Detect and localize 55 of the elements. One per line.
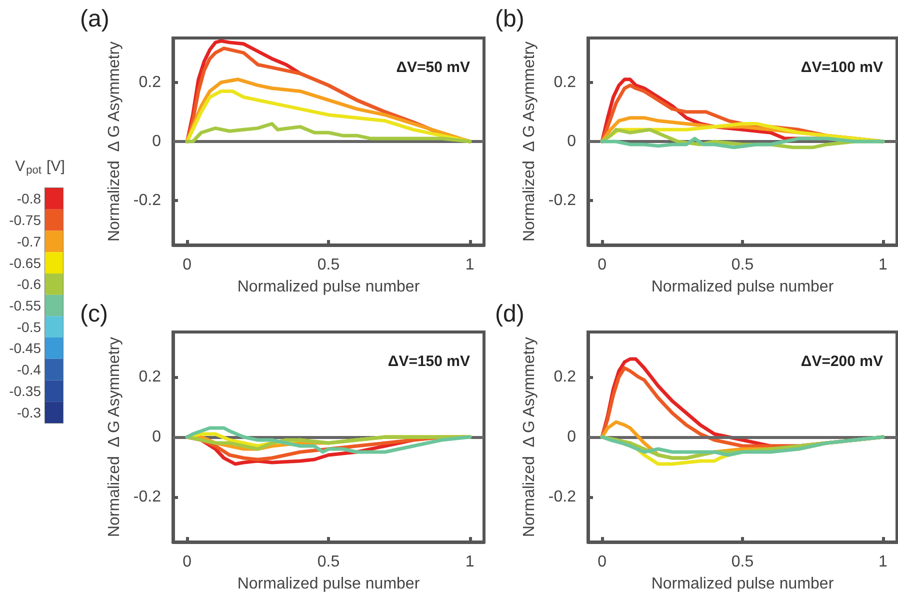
y-tick-label: -0.2: [548, 192, 576, 210]
x-tick-label: 0: [598, 554, 607, 570]
chart-title: (d): [495, 300, 524, 328]
x-tick-label: 0.5: [317, 256, 340, 274]
y-tick-label: 0.2: [138, 368, 162, 386]
x-tick-label: 0.5: [731, 554, 754, 570]
x-axis-title: Normalized pulse number: [651, 278, 834, 296]
x-tick-label: 0: [182, 554, 192, 570]
y-tick-label: -0.5: [16, 318, 42, 335]
y-tick-label: -0.2: [133, 192, 162, 210]
y-tick-label: 0: [567, 133, 576, 150]
x-axis-title: Normalized pulse number: [237, 278, 420, 296]
chart-title: (c): [80, 300, 108, 328]
y-tick-label: -0.2: [133, 488, 162, 506]
x-tick-label: 0.5: [731, 256, 754, 274]
annotation: ΔV=100 mV: [800, 59, 884, 76]
line-series: [185, 426, 472, 454]
y-tick-label: 0.2: [554, 368, 576, 386]
y-tick-label: -0.75: [9, 212, 42, 228]
x-tick-label: 0.5: [317, 554, 340, 570]
x-tick-label: 1: [878, 256, 888, 274]
x-axis-title: Normalized pulse number: [237, 576, 420, 592]
y-tick-label: -0.45: [9, 340, 42, 356]
y-tick-label: -0.65: [9, 254, 42, 271]
x-axis-title: Normalized pulse number: [651, 576, 834, 592]
y-axis-title: Normalized Δ G Asymmetry: [106, 336, 124, 538]
y-tick-label: -0.7: [16, 233, 42, 250]
y-tick-label: 0.2: [138, 74, 162, 91]
y-tick-label: -0.55: [9, 298, 42, 314]
line-series: [185, 122, 472, 144]
y-tick-label: -0.35: [9, 382, 42, 399]
x-tick-label: 1: [465, 554, 474, 570]
y-tick-label: 0: [152, 133, 162, 150]
y-tick-label: -0.2: [548, 488, 576, 506]
line-series: [600, 136, 885, 150]
y-tick-label: -0.6: [16, 276, 42, 292]
x-tick-label: 0: [182, 256, 192, 274]
x-tick-label: 1: [878, 554, 888, 570]
annotation: ΔV=150 mV: [388, 353, 470, 370]
y-tick-label: 0.2: [554, 74, 576, 91]
y-axis-title: Normalized Δ G Asymmetry: [521, 41, 538, 242]
y-axis-title: Normalized Δ G Asymmetry: [521, 336, 538, 538]
chart-title: (b): [495, 6, 524, 32]
y-tick-label: -0.4: [16, 362, 42, 378]
y-tick-label: -0.8: [16, 190, 42, 207]
chart-title: (a): [80, 6, 110, 32]
y-axis-title: Normalized Δ G Asymmetry: [106, 41, 124, 242]
y-tick-label: 0: [152, 428, 162, 446]
y-tick-label: -0.3: [16, 404, 42, 420]
x-tick-label: 1: [465, 256, 474, 274]
annotation: ΔV=50 mV: [396, 59, 470, 76]
y-tick-label: 0: [567, 428, 576, 446]
x-tick-label: 0: [598, 256, 607, 274]
annotation: ΔV=200 mV: [800, 353, 884, 370]
line-series: [185, 89, 472, 144]
